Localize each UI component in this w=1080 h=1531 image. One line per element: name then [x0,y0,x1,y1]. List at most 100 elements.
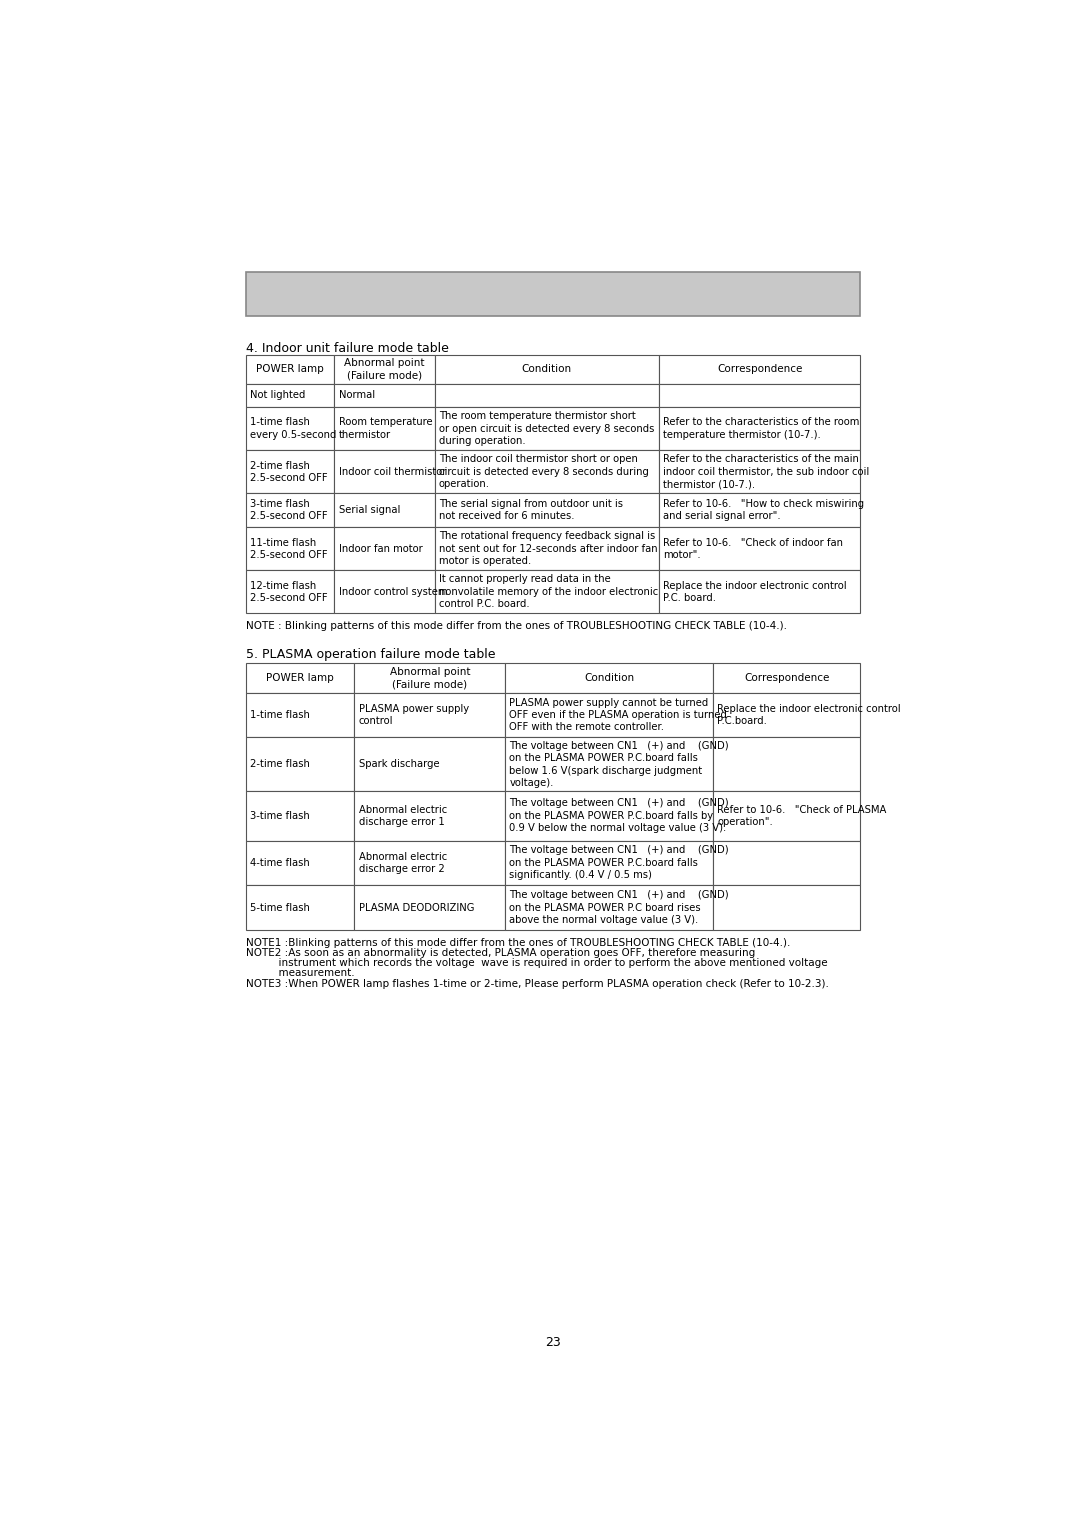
Bar [713,738,861,792]
Text: The voltage between CN1   (+) and    (GND)
on the PLASMA POWER P.C.board falls
b: The voltage between CN1 (+) and (GND) on… [510,741,729,788]
Text: 1-time flash
every 0.5-second: 1-time flash every 0.5-second [251,418,337,439]
Text: NOTE1 :Blinking patterns of this mode differ from the ones of TROUBLESHOOTING CH: NOTE1 :Blinking patterns of this mode di… [246,937,791,948]
Bar [246,407,334,450]
Text: POWER lamp: POWER lamp [266,674,334,683]
Text: 5-time flash: 5-time flash [251,902,310,912]
Bar [713,841,861,885]
Bar [659,355,861,384]
Text: PLASMA power supply
control: PLASMA power supply control [359,704,469,726]
Text: measurement.: measurement. [246,968,354,978]
Text: NOTE3 :When POWER lamp flashes 1-time or 2-time, Please perform PLASMA operation: NOTE3 :When POWER lamp flashes 1-time or… [246,980,828,989]
Text: Replace the indoor electronic control
P.C.board.: Replace the indoor electronic control P.… [717,704,901,726]
Bar [354,738,505,792]
Text: 4. Indoor unit failure mode table: 4. Indoor unit failure mode table [246,341,448,355]
Text: Refer to 10-6.   "How to check miswiring
and serial signal error".: Refer to 10-6. "How to check miswiring a… [663,499,864,522]
Bar [246,355,334,384]
Bar [246,663,354,692]
Text: 4-time flash: 4-time flash [251,857,310,868]
Bar [659,527,861,570]
Text: 2-time flash
2.5-second OFF: 2-time flash 2.5-second OFF [251,461,328,482]
Text: Refer to the characteristics of the main
indoor coil thermistor, the sub indoor : Refer to the characteristics of the main… [663,455,869,488]
Text: 3-time flash: 3-time flash [251,811,310,821]
Bar [659,450,861,493]
Bar [713,692,861,738]
Text: Indoor control system: Indoor control system [339,586,447,597]
Bar [246,527,334,570]
Bar [334,493,435,527]
Text: The voltage between CN1   (+) and    (GND)
on the PLASMA POWER P.C board rises
a: The voltage between CN1 (+) and (GND) on… [510,890,729,925]
Text: Refer to 10-6.   "Check of indoor fan
motor".: Refer to 10-6. "Check of indoor fan moto… [663,537,842,560]
Text: It cannot properly read data in the
nonvolatile memory of the indoor electronic
: It cannot properly read data in the nonv… [438,574,658,609]
Text: PLASMA DEODORIZING: PLASMA DEODORIZING [359,902,474,912]
Bar [505,792,713,841]
Text: NOTE : Blinking patterns of this mode differ from the ones of TROUBLESHOOTING CH: NOTE : Blinking patterns of this mode di… [246,622,787,631]
Bar [505,738,713,792]
Bar [435,407,659,450]
Text: The voltage between CN1   (+) and    (GND)
on the PLASMA POWER P.C.board falls
s: The voltage between CN1 (+) and (GND) on… [510,845,729,880]
Text: 1-time flash: 1-time flash [251,710,310,720]
Bar [505,663,713,692]
Bar [435,527,659,570]
Text: Abnormal electric
discharge error 2: Abnormal electric discharge error 2 [359,851,447,874]
Bar [246,792,354,841]
Text: 2-time flash: 2-time flash [251,759,310,769]
Bar [713,663,861,692]
Bar [505,885,713,929]
Bar [246,570,334,614]
Text: Spark discharge: Spark discharge [359,759,440,769]
Bar [334,384,435,407]
Text: Correspondence: Correspondence [744,674,829,683]
Bar [659,384,861,407]
Bar [659,570,861,614]
Text: Refer to the characteristics of the room
temperature thermistor (10-7.).: Refer to the characteristics of the room… [663,418,860,439]
Bar [435,355,659,384]
Text: Not lighted: Not lighted [251,390,306,401]
Text: Room temperature
thermistor: Room temperature thermistor [339,418,432,439]
Bar [435,493,659,527]
Bar [246,692,354,738]
Bar [334,355,435,384]
Text: POWER lamp: POWER lamp [256,364,324,374]
Text: The indoor coil thermistor short or open
circuit is detected every 8 seconds dur: The indoor coil thermistor short or open… [438,455,649,488]
Bar [435,450,659,493]
Bar [246,384,334,407]
Bar [354,792,505,841]
Bar [334,407,435,450]
Text: Indoor coil thermistor: Indoor coil thermistor [339,467,446,476]
Text: Condition: Condition [584,674,634,683]
Bar [505,841,713,885]
Bar [659,407,861,450]
Text: 3-time flash
2.5-second OFF: 3-time flash 2.5-second OFF [251,499,328,522]
Bar [246,738,354,792]
Text: 11-time flash
2.5-second OFF: 11-time flash 2.5-second OFF [251,537,328,560]
Bar [505,692,713,738]
Bar [354,692,505,738]
Bar [354,663,505,692]
Text: 5. PLASMA operation failure mode table: 5. PLASMA operation failure mode table [246,648,496,661]
Text: Abnormal point
(Failure mode): Abnormal point (Failure mode) [345,358,424,381]
Bar [246,493,334,527]
Bar [334,450,435,493]
Bar [713,885,861,929]
Text: The room temperature thermistor short
or open circuit is detected every 8 second: The room temperature thermistor short or… [438,412,654,446]
Text: Indoor fan motor: Indoor fan motor [339,544,422,554]
Text: Replace the indoor electronic control
P.C. board.: Replace the indoor electronic control P.… [663,580,847,603]
Bar [246,841,354,885]
Bar [713,792,861,841]
Text: 12-time flash
2.5-second OFF: 12-time flash 2.5-second OFF [251,580,328,603]
Text: Abnormal point
(Failure mode): Abnormal point (Failure mode) [390,668,470,689]
Bar [435,570,659,614]
Bar [354,885,505,929]
Text: The serial signal from outdoor unit is
not received for 6 minutes.: The serial signal from outdoor unit is n… [438,499,623,522]
Bar [246,885,354,929]
Text: Serial signal: Serial signal [339,505,401,516]
Text: 23: 23 [545,1337,562,1349]
Text: The voltage between CN1   (+) and    (GND)
on the PLASMA POWER P.C.board falls b: The voltage between CN1 (+) and (GND) on… [510,799,729,833]
Text: Normal: Normal [339,390,375,401]
Bar [659,493,861,527]
Text: instrument which records the voltage  wave is required in order to perform the a: instrument which records the voltage wav… [246,957,827,968]
Text: The rotational frequency feedback signal is
not sent out for 12-seconds after in: The rotational frequency feedback signal… [438,531,658,566]
Bar [334,570,435,614]
Text: Refer to 10-6.   "Check of PLASMA
operation".: Refer to 10-6. "Check of PLASMA operatio… [717,805,887,827]
Text: Correspondence: Correspondence [717,364,802,374]
